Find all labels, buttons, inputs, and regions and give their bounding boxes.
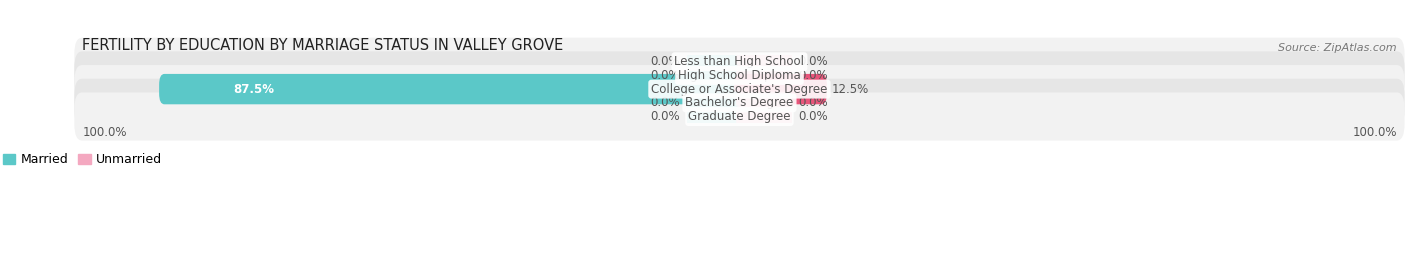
Text: 12.5%: 12.5% xyxy=(831,83,869,95)
Text: Bachelor's Degree: Bachelor's Degree xyxy=(685,96,793,109)
Text: 0.0%: 0.0% xyxy=(799,55,828,68)
Text: 0.0%: 0.0% xyxy=(799,110,828,123)
FancyBboxPatch shape xyxy=(737,64,792,87)
FancyBboxPatch shape xyxy=(737,105,792,128)
FancyBboxPatch shape xyxy=(688,92,742,114)
FancyBboxPatch shape xyxy=(734,74,827,104)
Text: 87.5%: 87.5% xyxy=(233,83,274,95)
Text: 0.0%: 0.0% xyxy=(651,110,681,123)
Text: 100.0%: 100.0% xyxy=(1353,126,1396,139)
Legend: Married, Unmarried: Married, Unmarried xyxy=(3,153,162,166)
FancyBboxPatch shape xyxy=(75,38,1405,86)
FancyBboxPatch shape xyxy=(159,74,745,104)
FancyBboxPatch shape xyxy=(737,51,792,73)
FancyBboxPatch shape xyxy=(688,64,742,87)
Text: Source: ZipAtlas.com: Source: ZipAtlas.com xyxy=(1278,43,1396,53)
FancyBboxPatch shape xyxy=(75,79,1405,127)
FancyBboxPatch shape xyxy=(688,51,742,73)
FancyBboxPatch shape xyxy=(737,92,792,114)
Text: Less than High School: Less than High School xyxy=(675,55,804,68)
FancyBboxPatch shape xyxy=(75,51,1405,100)
FancyBboxPatch shape xyxy=(75,65,1405,113)
Text: FERTILITY BY EDUCATION BY MARRIAGE STATUS IN VALLEY GROVE: FERTILITY BY EDUCATION BY MARRIAGE STATU… xyxy=(82,38,564,53)
Text: 0.0%: 0.0% xyxy=(651,96,681,109)
FancyBboxPatch shape xyxy=(75,93,1405,141)
Text: 0.0%: 0.0% xyxy=(651,55,681,68)
Text: High School Diploma: High School Diploma xyxy=(678,69,801,82)
Text: Graduate Degree: Graduate Degree xyxy=(688,110,790,123)
FancyBboxPatch shape xyxy=(688,105,742,128)
Text: 100.0%: 100.0% xyxy=(82,126,127,139)
Text: 0.0%: 0.0% xyxy=(799,96,828,109)
Text: 0.0%: 0.0% xyxy=(651,69,681,82)
Text: College or Associate's Degree: College or Associate's Degree xyxy=(651,83,828,95)
Text: 0.0%: 0.0% xyxy=(799,69,828,82)
